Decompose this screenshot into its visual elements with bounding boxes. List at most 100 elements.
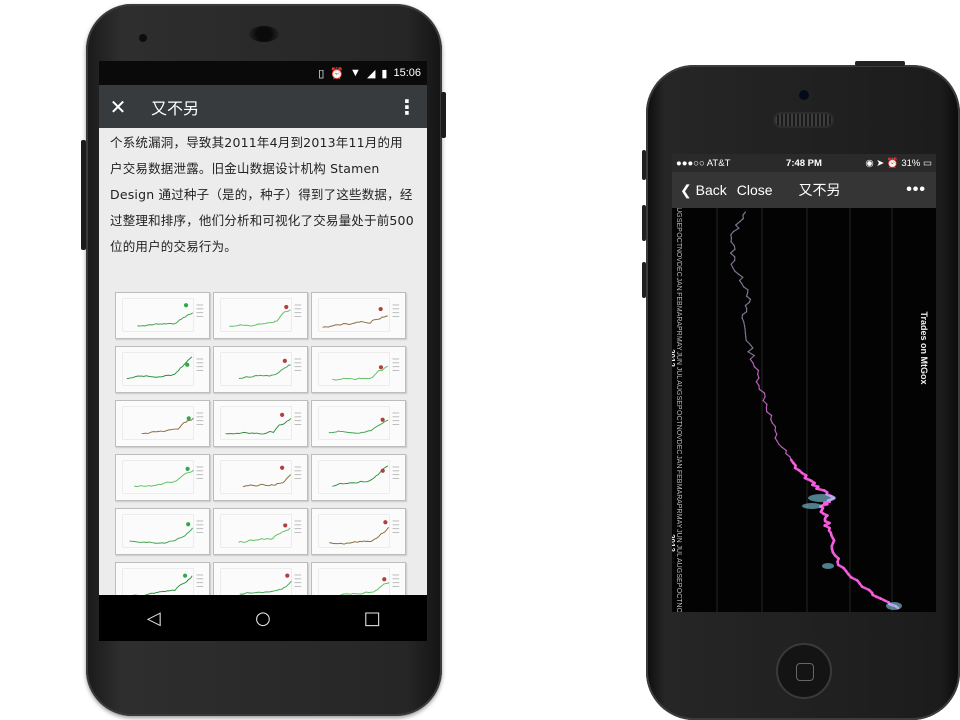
thumbnail-legend-line xyxy=(392,362,400,364)
chart-thumbnail[interactable] xyxy=(311,508,406,555)
trade-path-segment xyxy=(770,414,773,420)
time-axis-label: AUG xyxy=(675,558,682,573)
trade-path-segment xyxy=(730,263,734,269)
thumbnail-plot-frame xyxy=(318,514,390,548)
time-axis-label: JUL xyxy=(675,545,682,558)
chart-thumbnail[interactable] xyxy=(311,346,406,393)
time-axis-label: MAY xyxy=(675,514,682,529)
thumbnail-highlight-dot xyxy=(182,573,188,578)
trade-path-segment xyxy=(771,422,777,428)
thumbnail-legend-line xyxy=(196,369,204,371)
more-vert-icon[interactable]: ⋮ xyxy=(397,94,417,119)
thumbnail-legend-line xyxy=(392,420,400,422)
thumbnail-legend-line xyxy=(294,531,302,533)
trade-path-segment xyxy=(744,301,750,307)
trade-path-segment xyxy=(774,433,778,439)
back-button[interactable]: ❮ Back xyxy=(672,182,727,199)
thumbnail-legend-line xyxy=(196,466,204,468)
iphone-volume-down xyxy=(642,262,646,298)
chart-thumbnail[interactable] xyxy=(115,508,210,555)
thumbnail-chart xyxy=(122,352,204,386)
close-icon[interactable]: ✕ xyxy=(109,94,127,119)
thumbnail-highlight-dot xyxy=(183,303,189,308)
thumbnail-trade-line xyxy=(242,474,292,488)
thumbnail-legend-line xyxy=(294,582,302,584)
chart-thumbnail[interactable] xyxy=(115,454,210,501)
ios-page-title: 又不另 xyxy=(798,183,841,199)
thumbnail-chart xyxy=(220,298,302,332)
chart-thumbnail[interactable] xyxy=(213,400,308,447)
chart-thumbnail[interactable] xyxy=(311,454,406,501)
android-power-button xyxy=(441,92,446,138)
thumbnail-chart xyxy=(318,460,400,494)
thumbnail-plot-frame xyxy=(220,298,292,332)
thumbnail-legend-line xyxy=(196,528,204,530)
chart-thumbnail[interactable] xyxy=(213,346,308,393)
thumbnail-legend-line xyxy=(392,412,400,414)
thumbnail-legend-line xyxy=(392,578,400,580)
trade-path-segment xyxy=(770,418,773,424)
trade-path-segment xyxy=(738,276,744,282)
time-axis-label: OCT xyxy=(675,410,682,426)
thumbnail-legend-line xyxy=(196,366,204,368)
thumbnail-highlight-dot xyxy=(284,304,289,310)
iphone-screen: ●●●○○ AT&T 7:48 PM ◉ ➤ ⏰ 31% ▭ ❮ Back Cl… xyxy=(672,154,936,612)
chart-thumbnail[interactable] xyxy=(115,346,210,393)
thumbnail-chart xyxy=(122,406,204,440)
chart-thumbnail[interactable] xyxy=(311,292,406,339)
trade-volume-highlight xyxy=(822,563,834,569)
more-button[interactable]: ••• xyxy=(906,181,926,198)
thumbnail-highlight-dot xyxy=(378,365,384,370)
thumbnail-plot-frame xyxy=(122,460,194,494)
trade-path-segment xyxy=(747,347,754,353)
thumbnail-legend-line xyxy=(294,585,302,587)
thumbnail-legend-line xyxy=(294,466,302,468)
article-paragraph: 个系统漏洞，导致其2011年4月到2013年11月的用户交易数据泄露。旧金山数据… xyxy=(110,135,414,254)
nav-back-icon[interactable]: ◁ xyxy=(146,607,161,629)
chart-thumbnail[interactable] xyxy=(115,292,210,339)
thumbnail-legend-line xyxy=(294,308,302,310)
thumbnail-legend-line xyxy=(196,524,204,526)
carrier-signal: ●●●○○ AT&T xyxy=(676,157,731,169)
thumbnail-plot-frame xyxy=(318,460,390,494)
trade-path-segment xyxy=(753,366,760,372)
trade-path-segment xyxy=(730,248,736,254)
thumbnail-highlight-dot xyxy=(383,520,388,525)
mtgox-trades-chart: AUG SEP OCT NOV DEC JAN FEB MAR APR MAY JUN JUL AUG S… xyxy=(672,208,936,612)
trade-path-segment xyxy=(734,270,740,275)
thumbnail-legend-line xyxy=(196,304,204,306)
nav-recents-icon[interactable]: □ xyxy=(363,607,381,629)
trade-path-segment xyxy=(755,381,760,387)
time-axis-label: JUN xyxy=(675,529,682,543)
chart-thumbnail[interactable] xyxy=(213,292,308,339)
thumbnail-legend-line xyxy=(294,520,302,522)
thumbnail-legend-line xyxy=(196,474,204,476)
thumbnail-trade-line xyxy=(238,364,291,379)
thumbnail-legend-line xyxy=(392,531,400,533)
thumbnail-legend-line xyxy=(392,358,400,360)
close-button[interactable]: Close xyxy=(736,182,773,198)
trade-path-segment xyxy=(749,343,754,349)
trade-path-segment xyxy=(735,221,741,226)
chart-thumbnail[interactable] xyxy=(311,400,406,447)
thumbnail-legend-line xyxy=(294,528,302,530)
trade-path-segment xyxy=(762,399,768,405)
chart-thumbnail[interactable] xyxy=(115,400,210,447)
chart-thumbnail[interactable] xyxy=(213,508,308,555)
trade-path-segment xyxy=(738,279,743,285)
thumbnail-highlight-dot xyxy=(283,523,288,528)
iphone-home-button[interactable] xyxy=(776,643,832,699)
trade-path-segment xyxy=(742,286,749,291)
page-title: 又不另 xyxy=(151,98,200,118)
trade-path-segment xyxy=(732,267,736,272)
chevron-left-icon: ❮ xyxy=(680,181,692,198)
nav-home-icon[interactable]: ○ xyxy=(255,607,271,629)
time-axis-label: JUL xyxy=(675,367,682,380)
thumbnail-highlight-dot xyxy=(186,522,191,527)
thumbnail-legend-line xyxy=(392,528,400,530)
time-axis-label: DEC xyxy=(675,440,682,455)
trade-path-segment xyxy=(732,227,740,233)
chart-thumbnail[interactable] xyxy=(213,454,308,501)
time-axis-label: JAN xyxy=(675,455,682,468)
thumbnail-plot-frame xyxy=(318,352,390,386)
